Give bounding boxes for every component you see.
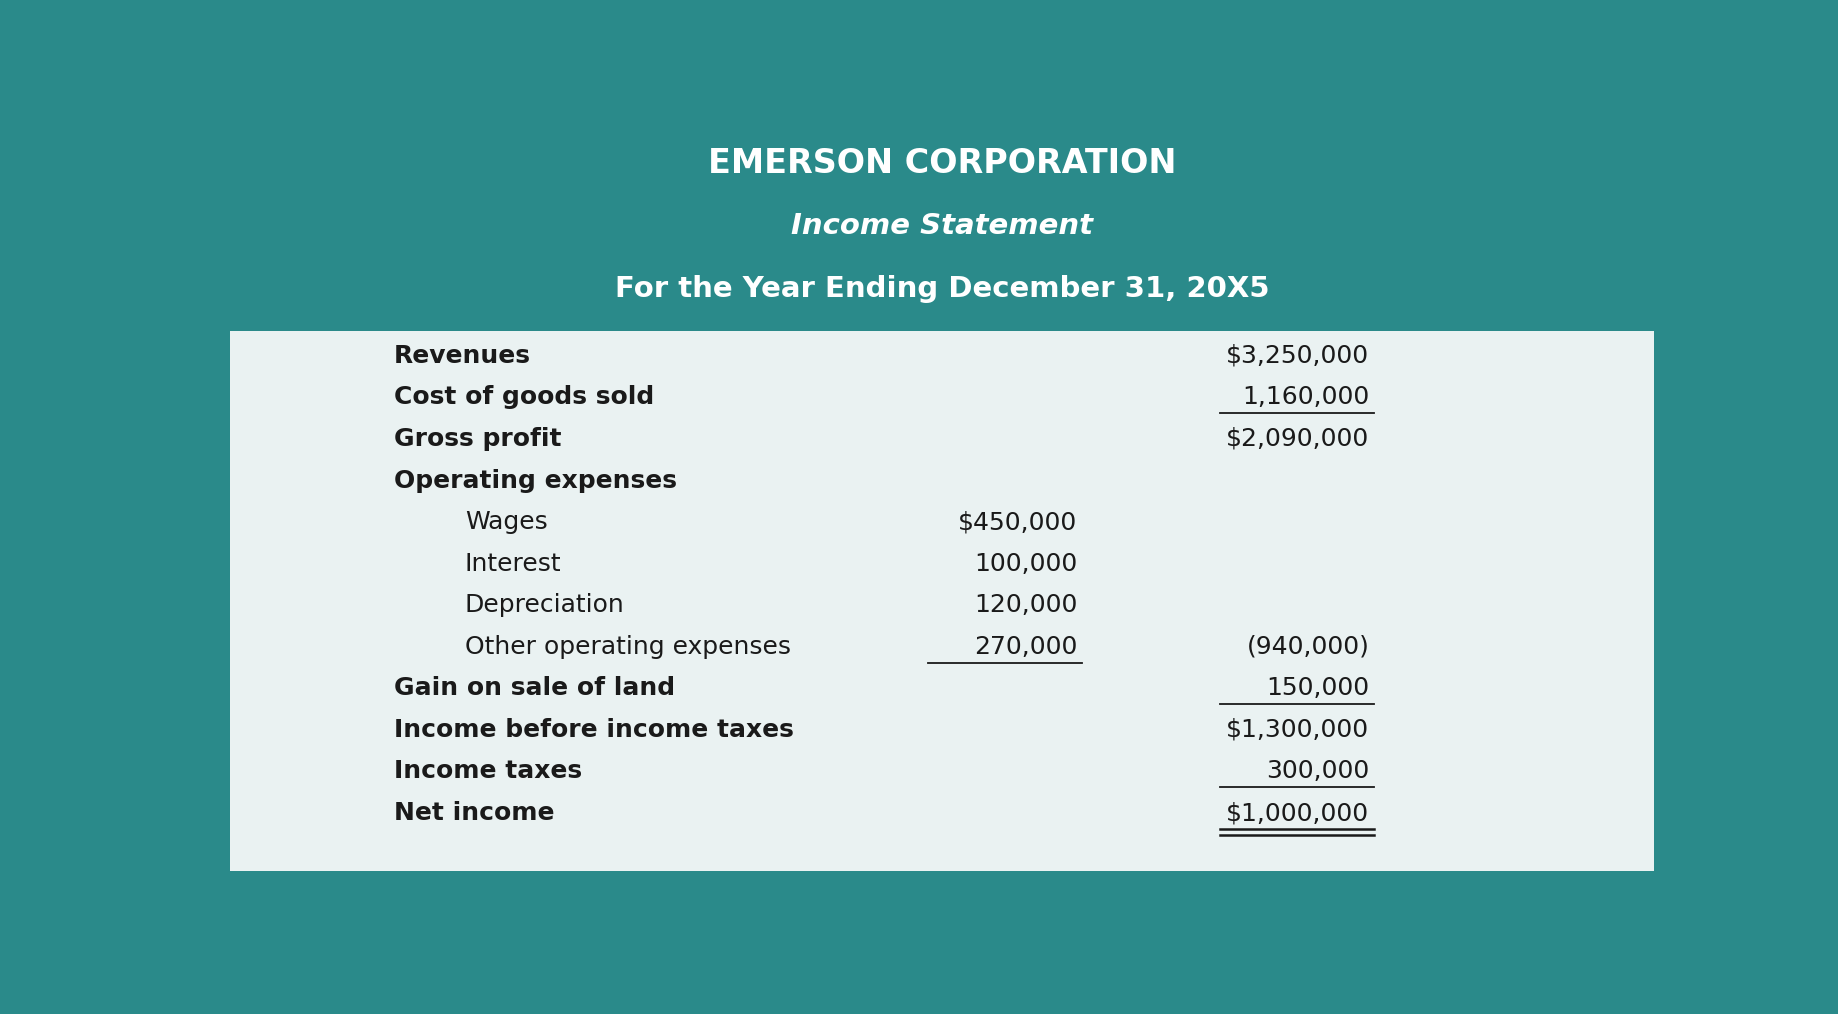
Text: Wages: Wages [465, 510, 548, 534]
Text: (940,000): (940,000) [1246, 635, 1369, 659]
Text: 1,160,000: 1,160,000 [1242, 385, 1369, 410]
Text: Operating expenses: Operating expenses [393, 468, 676, 493]
Text: 100,000: 100,000 [974, 552, 1077, 576]
Text: 300,000: 300,000 [1266, 759, 1369, 784]
Text: $3,250,000: $3,250,000 [1226, 344, 1369, 368]
Text: $450,000: $450,000 [958, 510, 1077, 534]
Text: Net income: Net income [393, 801, 553, 825]
Bar [230, 331, 1654, 871]
Text: Other operating expenses: Other operating expenses [465, 635, 790, 659]
Text: Gain on sale of land: Gain on sale of land [393, 676, 675, 701]
Text: Revenues: Revenues [393, 344, 531, 368]
Text: Income Statement: Income Statement [790, 212, 1094, 240]
Text: $1,000,000: $1,000,000 [1226, 801, 1369, 825]
Text: Gross profit: Gross profit [393, 427, 561, 451]
Text: 150,000: 150,000 [1266, 676, 1369, 701]
Text: $1,300,000: $1,300,000 [1226, 718, 1369, 742]
Text: 120,000: 120,000 [974, 593, 1077, 618]
Text: Cost of goods sold: Cost of goods sold [393, 385, 654, 410]
Text: EMERSON CORPORATION: EMERSON CORPORATION [708, 147, 1176, 180]
Bar [230, 122, 1654, 331]
Text: Income before income taxes: Income before income taxes [393, 718, 794, 742]
Text: Depreciation: Depreciation [465, 593, 625, 618]
Text: For the Year Ending December 31, 20X5: For the Year Ending December 31, 20X5 [614, 275, 1270, 303]
Text: Interest: Interest [465, 552, 561, 576]
Bar [230, 871, 1654, 902]
Text: 270,000: 270,000 [974, 635, 1077, 659]
Text: $2,090,000: $2,090,000 [1226, 427, 1369, 451]
Text: Income taxes: Income taxes [393, 759, 581, 784]
